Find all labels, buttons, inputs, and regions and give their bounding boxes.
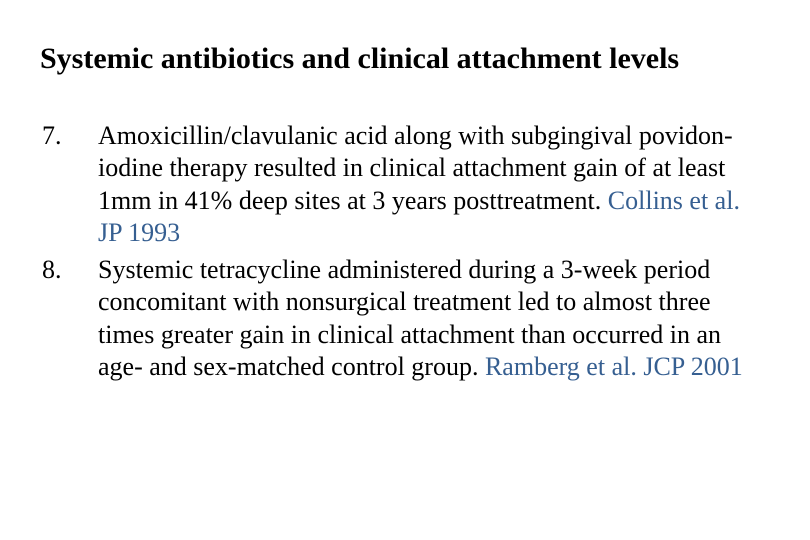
- slide-title: Systemic antibiotics and clinical attach…: [40, 40, 762, 78]
- item-citation: Ramberg et al. JCP 2001: [485, 352, 743, 381]
- item-number: 8.: [40, 254, 98, 287]
- numbered-list: 7. Amoxicillin/clavulanic acid along wit…: [40, 120, 762, 384]
- item-body: Systemic tetracycline administered durin…: [98, 254, 762, 384]
- list-item: 7. Amoxicillin/clavulanic acid along wit…: [40, 120, 762, 250]
- item-number: 7.: [40, 120, 98, 153]
- list-item: 8. Systemic tetracycline administered du…: [40, 254, 762, 384]
- slide: Systemic antibiotics and clinical attach…: [0, 0, 810, 540]
- item-body: Amoxicillin/clavulanic acid along with s…: [98, 120, 762, 250]
